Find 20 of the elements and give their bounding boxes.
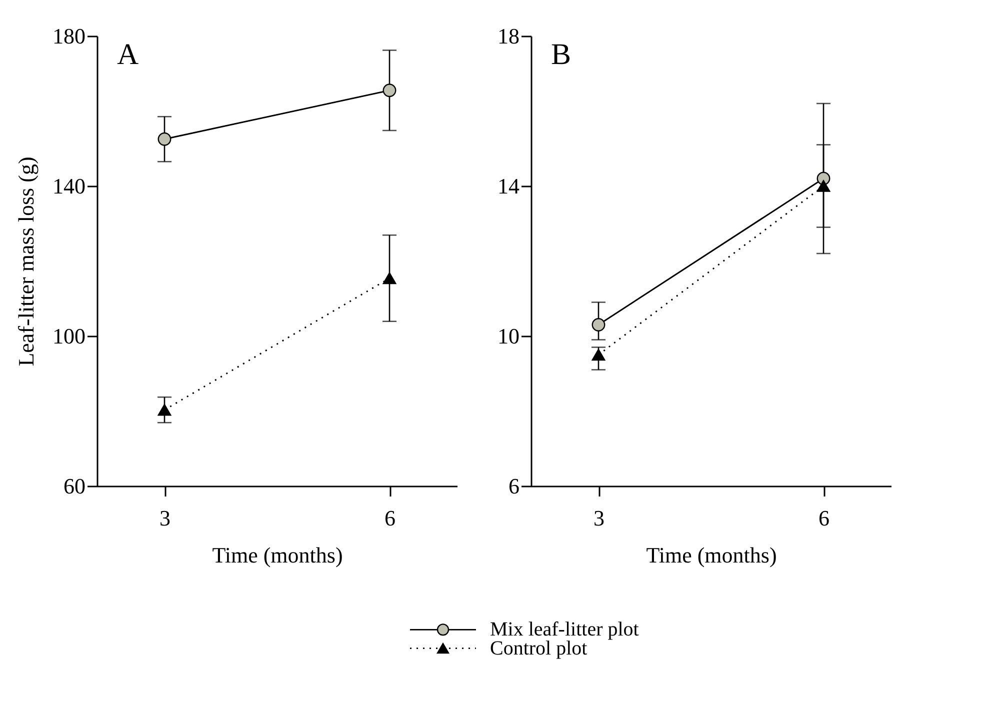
x-tick-label: 3 (594, 506, 604, 530)
point (158, 132, 172, 146)
y-tick-label: 10 (498, 324, 520, 348)
y-tick-label: 140 (52, 174, 86, 198)
annotation: B (551, 38, 572, 71)
annotation: A (117, 38, 139, 71)
x-tick-label: 3 (160, 506, 170, 530)
x-tick-label: 6 (818, 506, 830, 530)
x-tick-label: 6 (384, 506, 396, 530)
y-tick-label: 14 (498, 174, 520, 198)
point (592, 318, 606, 332)
y-tick-label: 180 (52, 24, 86, 48)
y-tick-label: 100 (52, 324, 86, 348)
y-axis-title: Leaf-litter mass loss (g) (14, 156, 38, 366)
x-axis-title: Time (months) (646, 542, 777, 568)
x-axis-title: Time (months) (212, 542, 343, 568)
y-tick-label: 60 (64, 474, 86, 498)
y-tick-label: 6 (508, 474, 520, 498)
point (382, 84, 396, 98)
y-tick-label: 18 (498, 24, 520, 48)
